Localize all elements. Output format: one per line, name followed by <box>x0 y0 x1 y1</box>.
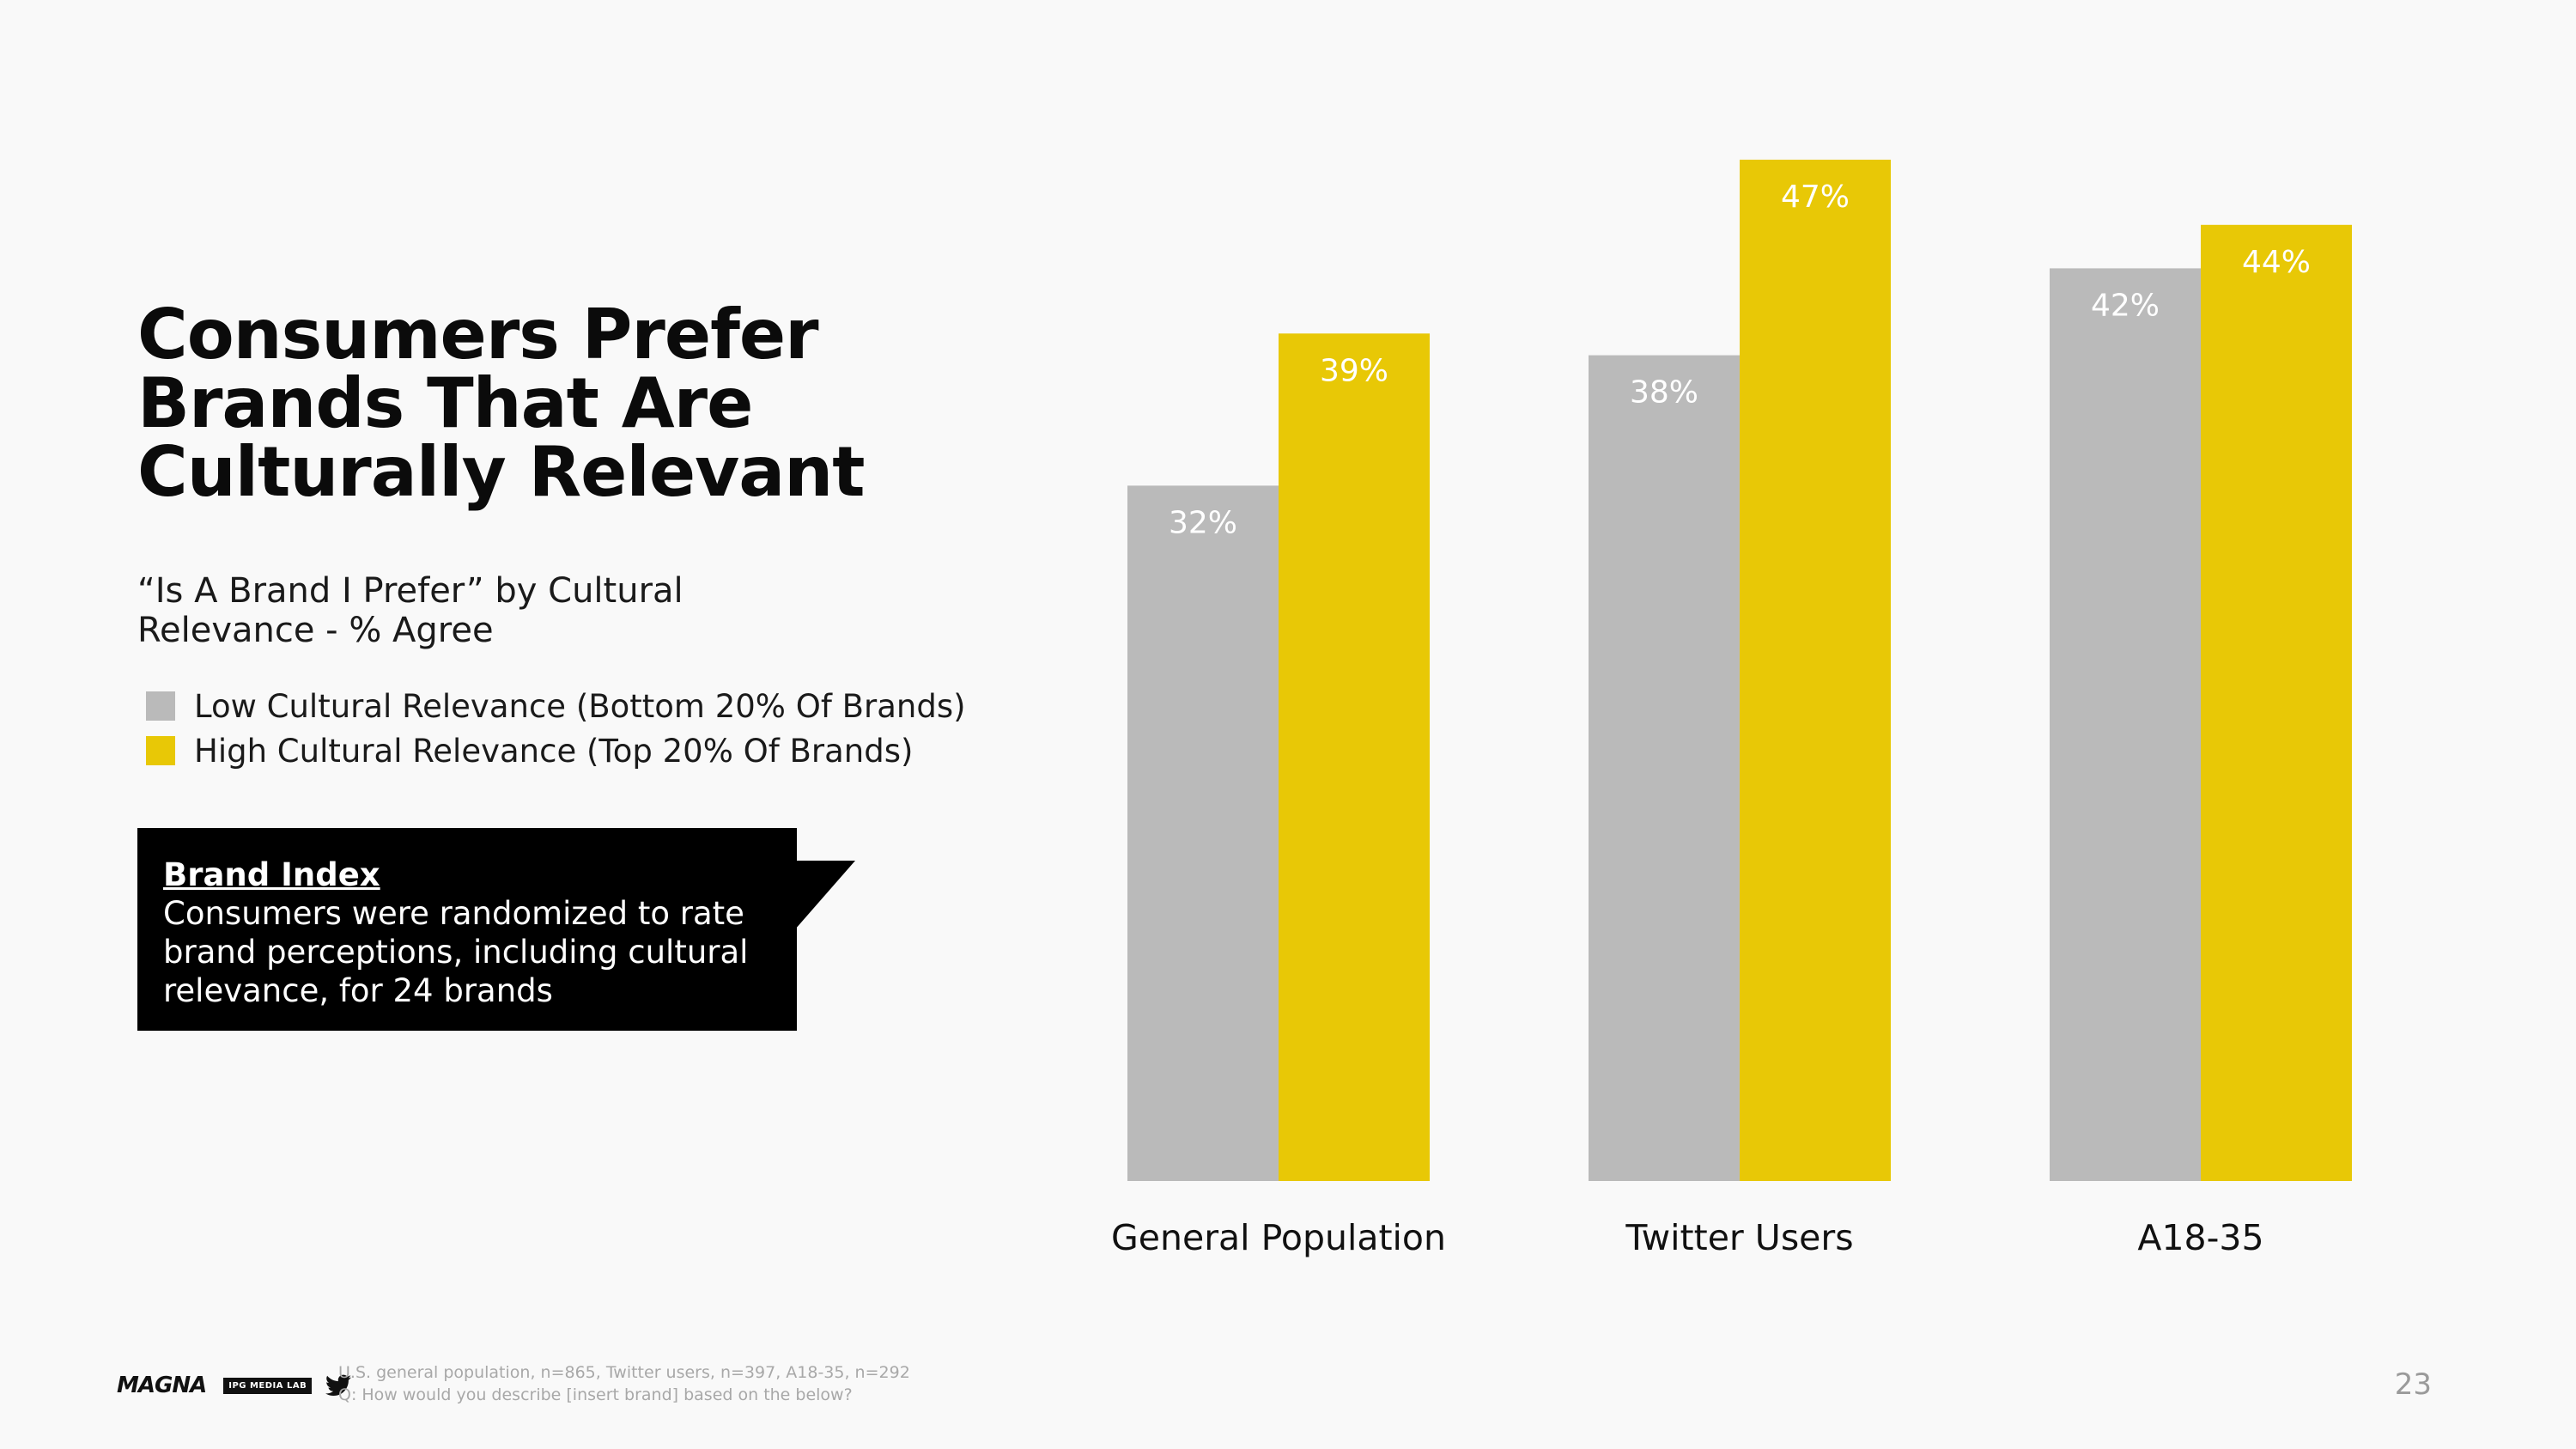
legend-label-low: Low Cultural Relevance (Bottom 20% Of Br… <box>194 687 966 725</box>
category-label-0: General Population <box>1111 1217 1446 1258</box>
callout-line-3: relevance, for 24 brands <box>163 972 553 1009</box>
legend-swatch-low <box>146 691 175 721</box>
legend-swatch-high <box>146 736 175 765</box>
bar-low-1 <box>1589 355 1740 1182</box>
bar-high-0 <box>1279 333 1430 1181</box>
footnote-line-1: U.S. general population, n=865, Twitter … <box>338 1363 910 1382</box>
title-line-2: Brands That Are <box>137 363 753 443</box>
footnote: U.S. general population, n=865, Twitter … <box>338 1361 910 1406</box>
footnote-line-2: Q: How would you describe [insert brand]… <box>338 1385 853 1404</box>
chart-subtitle: “Is A Brand I Prefer” by Cultural Releva… <box>137 571 738 650</box>
data-label-low-2: 42% <box>2091 288 2160 323</box>
footer-logos: MAGNA IPG MEDIA LAB <box>117 1373 352 1398</box>
title-line-1: Consumers Prefer <box>137 295 819 374</box>
category-label-2: A18-35 <box>2137 1217 2263 1258</box>
callout-heading: Brand Index <box>163 856 380 893</box>
bar-low-0 <box>1127 485 1279 1181</box>
callout-line-2: brand perceptions, including cultural <box>163 934 749 971</box>
bar-high-2 <box>2201 224 2352 1181</box>
category-label-1: Twitter Users <box>1625 1217 1853 1258</box>
magna-logo: MAGNA <box>117 1373 207 1398</box>
legend-item-high: High Cultural Relevance (Top 20% Of Bran… <box>146 728 966 773</box>
title-line-3: Culturally Relevant <box>137 432 865 512</box>
brand-index-callout: Brand Index Consumers were randomized to… <box>137 828 797 1031</box>
page-number: 23 <box>2394 1367 2432 1402</box>
legend-item-low: Low Cultural Relevance (Bottom 20% Of Br… <box>146 684 966 728</box>
data-label-low-0: 32% <box>1169 505 1237 540</box>
subtitle-line-1: “Is A Brand I Prefer” by Cultural <box>137 571 683 611</box>
data-label-high-0: 39% <box>1320 353 1388 388</box>
legend-label-high: High Cultural Relevance (Top 20% Of Bran… <box>194 732 914 770</box>
bar-high-1 <box>1740 159 1891 1181</box>
chart-legend: Low Cultural Relevance (Bottom 20% Of Br… <box>146 684 966 773</box>
data-label-low-1: 38% <box>1630 375 1698 411</box>
twitter-bird-icon <box>325 1374 352 1396</box>
bar-low-2 <box>2050 268 2201 1181</box>
callout-line-1: Consumers were randomized to rate <box>163 895 744 932</box>
subtitle-line-2: Relevance - % Agree <box>137 611 494 650</box>
slide-title: Consumers Prefer Brands That Are Cultura… <box>137 301 996 507</box>
ipg-media-lab-logo: IPG MEDIA LAB <box>223 1377 313 1394</box>
data-label-high-2: 44% <box>2242 245 2311 280</box>
data-label-high-1: 47% <box>1781 180 1850 215</box>
